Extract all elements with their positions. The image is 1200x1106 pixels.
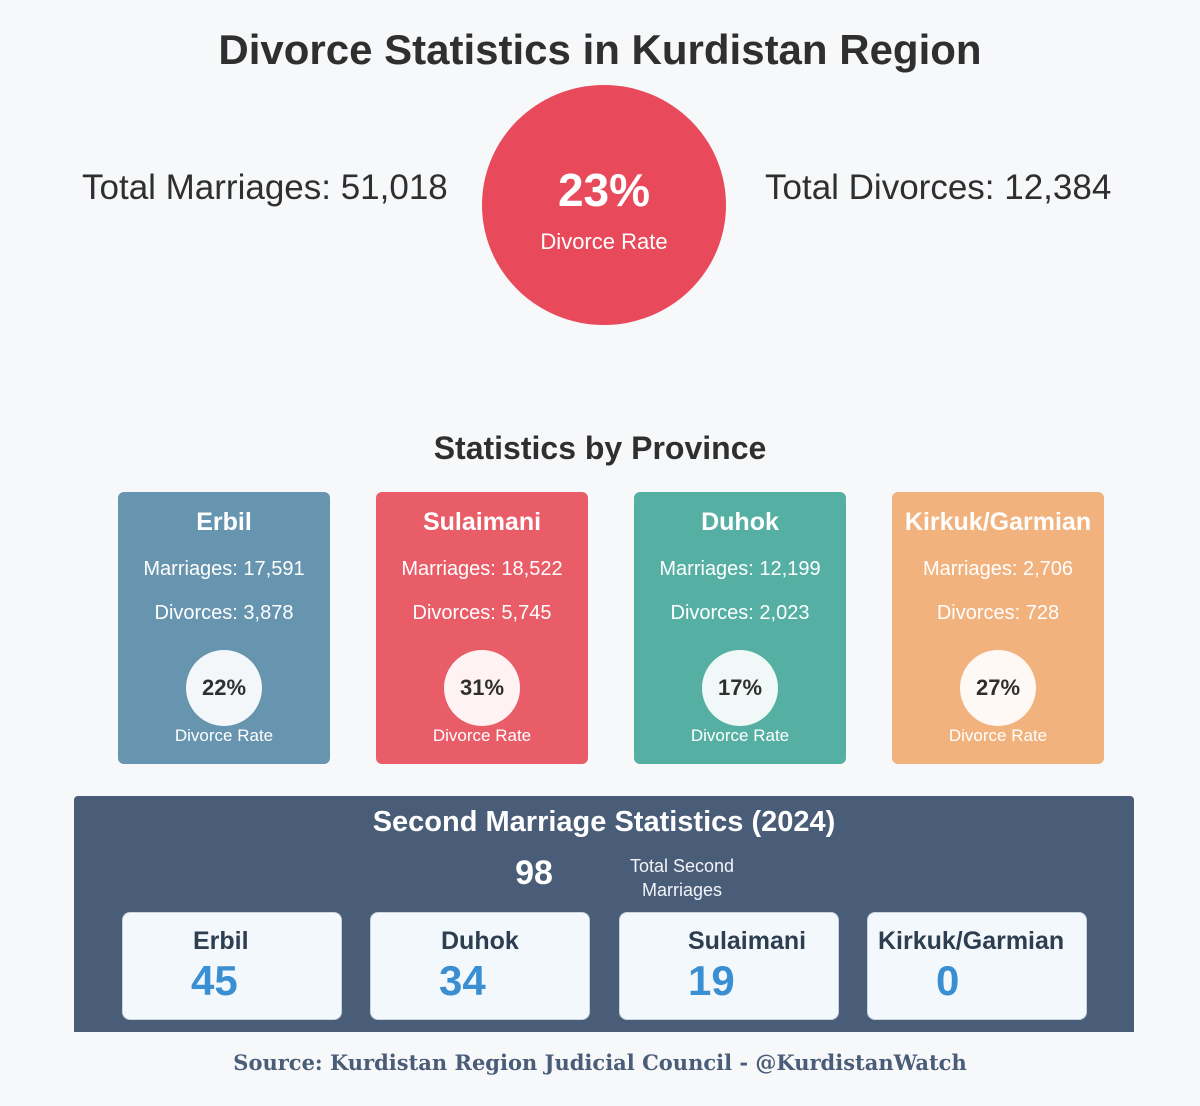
overall-divorce-rate-label: Divorce Rate	[540, 229, 668, 254]
province-divorces: Divorces: 3,878	[154, 602, 294, 624]
province-card-duhok: Duhok Marriages: 12,199 Divorces: 2,023 …	[634, 492, 846, 764]
second-marriage-box-duhok: Duhok 34	[370, 912, 590, 1020]
second-marriage-box-erbil: Erbil 45	[122, 912, 342, 1020]
province-marriages: Marriages: 12,199	[659, 558, 821, 580]
second-marriage-province-name: Duhok	[441, 927, 519, 955]
province-card-erbil: Erbil Marriages: 17,591 Divorces: 3,878 …	[118, 492, 330, 764]
province-name: Duhok	[701, 508, 779, 536]
province-marriages: Marriages: 17,591	[143, 558, 305, 580]
province-rate-circle: 22%	[186, 650, 262, 726]
second-marriage-province-name: Erbil	[193, 927, 249, 955]
province-rate-circle: 17%	[702, 650, 778, 726]
province-section-title: Statistics by Province	[433, 430, 767, 466]
province-marriages: Marriages: 18,522	[401, 558, 563, 580]
source-footer: Source: Kurdistan Region Judicial Counci…	[233, 1050, 967, 1075]
second-marriage-province-value: 19	[688, 957, 735, 1004]
province-name: Sulaimani	[422, 508, 542, 536]
province-divorces: Divorces: 2,023	[670, 602, 810, 624]
province-divorces: Divorces: 728	[936, 602, 1060, 624]
province-rate-label: Divorce Rate	[690, 726, 790, 745]
overall-divorce-rate-value: 23%	[557, 164, 651, 216]
total-marriages: Total Marriages: 51,018	[82, 168, 448, 207]
second-marriage-panel: Second Marriage Statistics (2024) 98 Tot…	[74, 796, 1134, 1032]
second-marriage-province-value: 0	[936, 957, 960, 1004]
second-marriage-total-value: 98	[515, 854, 553, 892]
second-marriage-total-label: Total Second Marriages	[629, 856, 735, 900]
second-marriage-province-value: 34	[439, 957, 486, 1004]
province-rate-circle: 27%	[960, 650, 1036, 726]
second-marriage-box-kirkuk-garmian: Kirkuk/Garmian 0	[867, 912, 1087, 1020]
province-rate-label: Divorce Rate	[432, 726, 532, 745]
second-marriage-province-value: 45	[191, 957, 238, 1004]
total-divorces: Total Divorces: 12,384	[765, 168, 1112, 207]
province-marriages: Marriages: 2,706	[922, 558, 1074, 580]
province-rate-circle: 31%	[444, 650, 520, 726]
province-card-sulaimani: Sulaimani Marriages: 18,522 Divorces: 5,…	[376, 492, 588, 764]
second-marriage-province-name: Sulaimani	[688, 927, 807, 955]
province-card-kirkuk-garmian: Kirkuk/Garmian Marriages: 2,706 Divorces…	[892, 492, 1104, 764]
province-divorces: Divorces: 5,745	[412, 602, 552, 624]
overall-divorce-rate-circle: 23% Divorce Rate	[482, 85, 726, 325]
page-title: Divorce Statistics in Kurdistan Region	[218, 26, 982, 73]
province-name: Kirkuk/Garmian	[904, 508, 1092, 536]
second-marriage-title: Second Marriage Statistics (2024)	[372, 806, 836, 838]
province-rate-label: Divorce Rate	[948, 726, 1048, 745]
second-marriage-province-name: Kirkuk/Garmian	[878, 927, 1065, 955]
second-marriage-box-sulaimani: Sulaimani 19	[619, 912, 839, 1020]
province-name: Erbil	[196, 508, 252, 536]
province-rate-label: Divorce Rate	[174, 726, 274, 745]
